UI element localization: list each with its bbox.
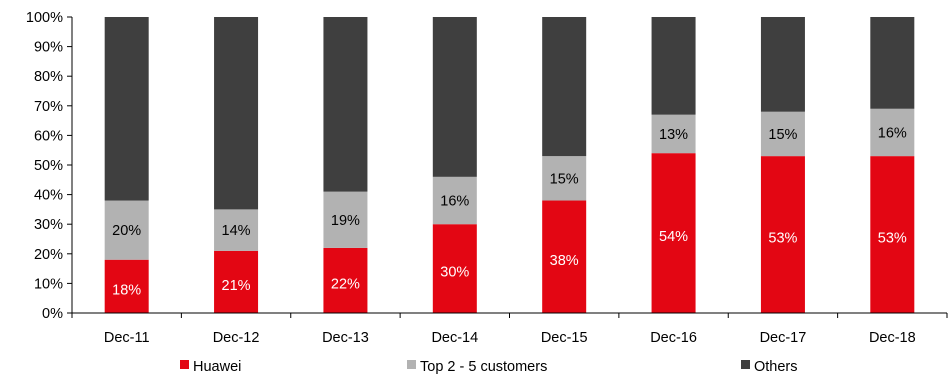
legend-swatch (741, 360, 750, 369)
y-tick-label: 70% (34, 99, 63, 115)
legend-label: Others (754, 359, 798, 375)
value-label: 16% (440, 194, 469, 210)
bar-segment-huawei-dec-11 (104, 259, 149, 313)
x-category-label: Dec-15 (541, 330, 588, 346)
x-category-label: Dec-14 (431, 330, 478, 346)
bar-segment-top-2-5-customers-dec-15 (542, 156, 587, 201)
value-label: 38% (550, 253, 579, 269)
x-axis: Dec-11 Dec-12 Dec-13 Dec-14 Dec-15 Dec-16 Dec-… (71, 312, 948, 346)
bar-segment-huawei-dec-18 (870, 156, 915, 313)
value-labels: 18% 20% 21% 14% 22% 19% 30% 16% 38% 15% 54% 13% 53% 1… (112, 125, 907, 298)
legend-label: Top 2 - 5 customers (420, 359, 547, 375)
y-tick-label: 100% (26, 10, 63, 26)
y-tick-label: 80% (34, 69, 63, 85)
bar-segment-huawei-dec-15 (542, 200, 587, 313)
value-label: 21% (222, 278, 251, 294)
x-category-label: Dec-12 (213, 330, 260, 346)
value-label: 54% (659, 229, 688, 245)
bar-segment-others-dec-15 (542, 17, 587, 157)
legend-item: Top 2 - 5 customers (407, 359, 547, 375)
bar-segment-others-dec-13 (323, 17, 368, 192)
bar-segment-huawei-dec-14 (432, 224, 477, 313)
legend-label: Huawei (193, 359, 241, 375)
value-label: 53% (878, 231, 907, 247)
x-category-label: Dec-17 (760, 330, 807, 346)
value-label: 16% (878, 125, 907, 141)
y-tick-label: 0% (42, 306, 63, 322)
legend-item: Others (741, 359, 798, 375)
bar-segment-top-2-5-customers-dec-16 (651, 114, 696, 154)
y-axis: 0% 10% 20% 30% 40% 50% 60% 70% 80% 90% 100% (26, 10, 73, 322)
value-label: 53% (768, 231, 797, 247)
value-label: 19% (331, 213, 360, 229)
value-label: 13% (659, 127, 688, 143)
bar-segment-top-2-5-customers-dec-13 (323, 191, 368, 248)
legend-swatch (407, 360, 416, 369)
value-label: 18% (112, 282, 141, 298)
bar-segment-huawei-dec-13 (323, 247, 368, 313)
bar-segment-top-2-5-customers-dec-14 (432, 176, 477, 225)
value-label: 30% (440, 265, 469, 281)
x-category-label: Dec-13 (322, 330, 369, 346)
value-label: 22% (331, 276, 360, 292)
bar-segment-top-2-5-customers-dec-11 (104, 200, 149, 260)
value-label: 14% (222, 223, 251, 239)
bar-segment-top-2-5-customers-dec-17 (760, 111, 805, 157)
bar-segment-others-dec-17 (760, 17, 805, 112)
bar-segment-top-2-5-customers-dec-18 (870, 108, 915, 157)
y-tick-label: 20% (34, 247, 63, 263)
legend-swatch (180, 360, 189, 369)
y-tick-label: 10% (34, 276, 63, 292)
y-tick-label: 50% (34, 158, 63, 174)
x-category-label: Dec-11 (104, 330, 150, 346)
legend: Huawei Top 2 - 5 customers Others (180, 359, 798, 375)
x-category-label: Dec-18 (869, 330, 916, 346)
bar-segment-top-2-5-customers-dec-12 (214, 209, 259, 251)
y-tick-label: 60% (34, 128, 63, 144)
value-label: 15% (768, 127, 797, 143)
bar-segment-others-dec-14 (432, 17, 477, 177)
y-tick-label: 40% (34, 188, 63, 204)
bar-segment-others-dec-11 (104, 17, 149, 201)
bar-segment-others-dec-16 (651, 17, 696, 115)
y-tick-label: 30% (34, 217, 63, 233)
value-label: 20% (112, 223, 141, 239)
bar-segment-others-dec-18 (870, 17, 915, 109)
y-tick-label: 90% (34, 40, 63, 56)
value-label: 15% (550, 171, 579, 187)
bar-segment-others-dec-12 (214, 17, 259, 210)
legend-item: Huawei (180, 359, 241, 375)
bar-segment-huawei-dec-12 (214, 250, 259, 313)
bar-segment-huawei-dec-17 (760, 156, 805, 313)
x-category-label: Dec-16 (650, 330, 697, 346)
bar-segment-huawei-dec-16 (651, 153, 696, 313)
bars (104, 17, 915, 313)
